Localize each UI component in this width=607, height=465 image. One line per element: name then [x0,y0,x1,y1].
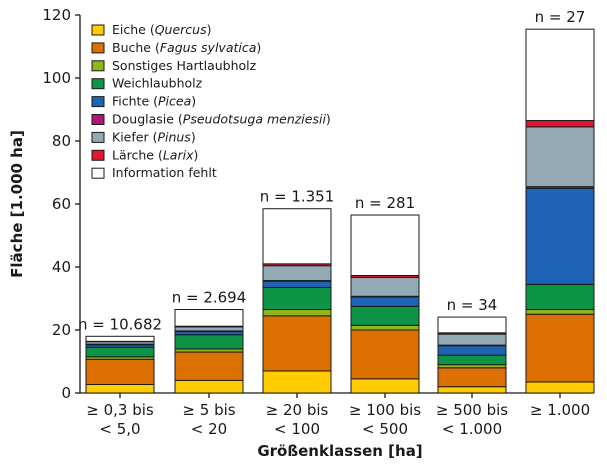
bar-segment [525,283,595,311]
x-tick-label: < 500 [362,420,408,438]
x-tick-label: < 100 [274,420,320,438]
bar-segment [85,358,155,385]
count-label: n = 34 [447,296,498,314]
bar-segment [525,28,595,122]
bar-segment [174,309,244,327]
bar-segment [262,265,332,282]
y-axis-title: Fläche [1.000 ha] [8,130,26,278]
count-label: n = 1.351 [260,188,335,206]
bar-segment [262,208,332,265]
bar-segment [437,386,507,394]
bar-segment [174,379,244,394]
bar-segment [85,335,155,342]
legend-swatch [91,42,105,54]
bar-segment [525,187,595,285]
legend-swatch [91,131,105,143]
bar-segment [437,316,507,334]
x-tick-label: ≥ 0,3 bis [86,401,154,419]
legend-swatch [91,78,105,90]
legend: Eiche (Quercus) Buche (Fagus sylvatica) So… [91,22,331,180]
bar-segment [437,333,507,346]
legend-swatch [91,24,105,36]
bar-segment [85,346,155,358]
bar-segment [525,381,595,394]
count-label: n = 10.682 [78,315,162,333]
x-tick-label: ≥ 100 bis [349,401,421,419]
legend-entry: Sonstiges Hartlaubholz [112,58,257,73]
legend-swatch [91,114,105,125]
x-tick-label: < 20 [191,420,227,438]
bar-segment [350,378,420,394]
legend-entry: Douglasie (Pseudotsuga menziesii) [112,112,331,127]
axes: 0 20 40 60 80 100 120 [42,6,591,402]
x-tick-label: < 5,0 [99,420,140,438]
x-tick-label: ≥ 5 bis [182,401,235,419]
bar-segment [350,276,420,297]
legend-entry: Buche (Fagus sylvatica) [112,40,261,55]
bar-segment [174,351,244,381]
legend-swatch [91,60,105,72]
bar-segment [525,309,595,315]
bar-segment [350,296,420,307]
y-tick-label: 20 [52,321,71,339]
legend-entry: Weichlaubholz [112,76,203,91]
bar-segment [262,315,332,372]
y-tick-label: 120 [42,6,71,24]
y-tick-label: 100 [42,69,71,87]
bar-segment [262,309,332,317]
x-axis-title: Größenklassen [ha] [257,442,422,460]
y-tick-label: 60 [52,195,71,213]
legend-entry: Kiefer (Pinus) [112,129,196,144]
count-label: n = 281 [355,194,415,212]
bar-segment [350,324,420,331]
y-tick-label: 0 [61,384,71,402]
x-tick-label: ≥ 1.000 [530,401,590,419]
bar-segment [350,214,420,277]
legend-entry: Lärche (Larix) [112,147,198,162]
bar-segment [437,354,507,366]
bar-segment [174,334,244,350]
x-tick-label: ≥ 20 bis [266,401,329,419]
bar-segment [525,313,595,383]
y-tick-label: 80 [52,132,71,150]
bar-segment [350,305,420,326]
x-tick-label: < 1.000 [442,420,502,438]
x-tick-label: ≥ 500 bis [436,401,508,419]
bar-segment [437,367,507,388]
legend-swatch [91,149,105,161]
bar-segment [437,345,507,356]
bar-segment [262,286,332,311]
bar-segment [85,383,155,394]
bar-segment [174,326,244,332]
bars [85,28,595,394]
legend-swatch [91,167,105,179]
bar-segment [350,329,420,380]
bar-segment [525,120,595,128]
legend-swatch [91,96,105,108]
legend-entry: Fichte (Picea) [112,94,196,109]
bar-segment [262,370,332,394]
bar-segment [262,280,332,288]
bar-segment [525,126,595,188]
count-label: n = 27 [535,8,586,26]
count-label: n = 2.694 [172,289,247,307]
labels: n = 10.682 ≥ 0,3 bis< 5,0 n = 2.694 ≥ 5 bis… [78,8,590,438]
legend-entry: Information fehlt [112,165,217,180]
y-tick-label: 40 [52,258,71,276]
legend-entry: Eiche (Quercus) [112,22,212,37]
